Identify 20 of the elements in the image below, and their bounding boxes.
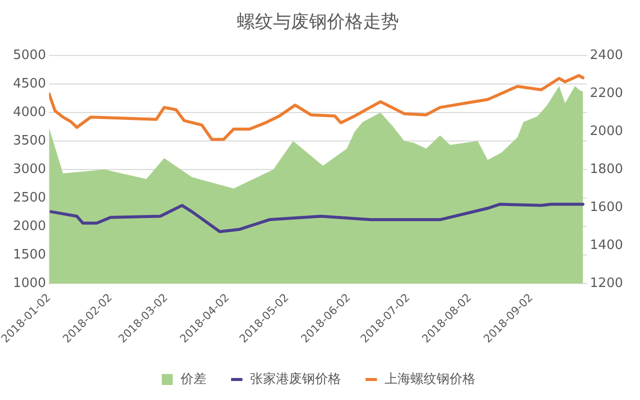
y-tick-label: 2000 xyxy=(12,218,46,234)
y-tick-label: 2500 xyxy=(12,190,46,206)
y2-tick-label: 2200 xyxy=(590,86,624,101)
y2-tick-label: 2400 xyxy=(590,48,624,63)
legend-label: 张家港废钢价格 xyxy=(250,370,341,387)
y2-tick-label: 2000 xyxy=(590,124,624,139)
legend-label: 上海螺纹钢价格 xyxy=(384,372,476,387)
y2-tick-label: 1800 xyxy=(590,162,624,177)
chart-title: 螺纹与废钢价格走势 xyxy=(237,11,399,32)
y2-tick-label: 1200 xyxy=(590,276,624,291)
y-tick-label: 3500 xyxy=(12,133,46,148)
y-tick-label: 4000 xyxy=(12,104,46,120)
y-tick-label: 1000 xyxy=(12,276,46,291)
y-tick-label: 5000 xyxy=(12,48,46,63)
y-tick-label: 4500 xyxy=(12,76,46,92)
y2-tick-label: 1600 xyxy=(590,200,624,215)
y-tick-label: 3000 xyxy=(12,162,46,177)
y-tick-label: 1500 xyxy=(12,247,46,262)
legend-label: 价差 xyxy=(179,372,206,387)
y2-tick-label: 1400 xyxy=(590,238,624,253)
